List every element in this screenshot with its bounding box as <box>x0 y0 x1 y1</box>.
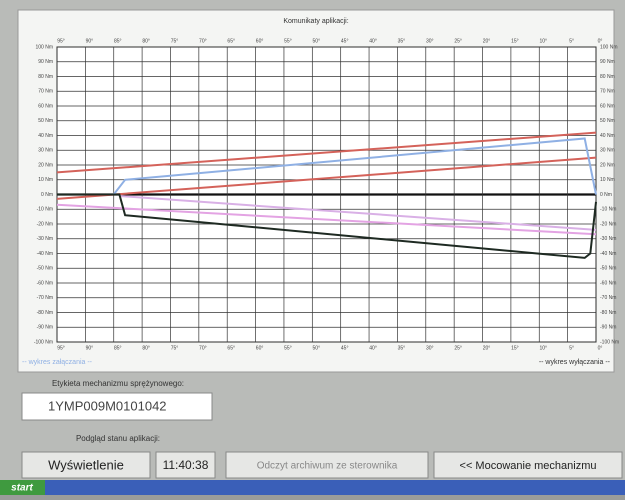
x-tick-label-bottom: 95° <box>57 345 65 351</box>
y-tick-label: -40 Nm <box>37 251 53 257</box>
plot: 100 Nm 100 Nm 90 Nm 90 Nm 80 Nm 80 Nm 70 Nm 70 … <box>22 38 619 366</box>
x-tick-label-bottom: 85° <box>114 345 122 351</box>
y2-tick-label: -90 Nm <box>600 325 616 331</box>
y-tick-label: 60 Nm <box>38 103 53 109</box>
x-tick-label: 80° <box>142 38 150 44</box>
x-tick-label: 60° <box>256 38 264 44</box>
x-tick-label: 5° <box>569 38 574 44</box>
x-tick-label-bottom: 80° <box>142 345 150 351</box>
x-tick-label: 20° <box>483 38 491 44</box>
x-tick-label-bottom: 30° <box>426 345 434 351</box>
y2-tick-label: -20 Nm <box>600 221 616 227</box>
y2-tick-label: 20 Nm <box>600 162 615 168</box>
x-tick-label-bottom: 5° <box>569 345 574 351</box>
y-tick-label: -50 Nm <box>37 266 53 272</box>
x-tick-label-bottom: 55° <box>284 345 292 351</box>
y-tick-label: 30 Nm <box>38 148 53 154</box>
x-tick-label-bottom: 35° <box>398 345 406 351</box>
x-tick-label-bottom: 10° <box>539 345 547 351</box>
y2-tick-label: 60 Nm <box>600 103 615 109</box>
x-tick-label: 55° <box>284 38 292 44</box>
x-tick-label: 10° <box>539 38 547 44</box>
x-tick-label: 65° <box>227 38 235 44</box>
x-tick-label: 0° <box>598 38 603 44</box>
x-tick-label: 95° <box>57 38 65 44</box>
x-tick-label: 25° <box>454 38 462 44</box>
button-label: Wyświetlenie <box>48 457 124 472</box>
buttons: Wyświetlenie 11:40:38 Odczyt archiwum ze s… <box>22 452 622 478</box>
right-chart-label: -- wykres wyłączania -- <box>539 359 611 366</box>
y-tick-label: -30 Nm <box>37 236 53 242</box>
screen: Komunikaty aplikacji: 100 Nm 100 Nm 90 Nm 9… <box>0 0 625 495</box>
y-tick-label: 70 Nm <box>38 89 53 95</box>
button-label: << Mocowanie mechanizmu <box>460 460 597 472</box>
y-tick-label: -20 Nm <box>37 221 53 227</box>
label-value: 1YMP009M0101042 <box>48 398 167 413</box>
taskbar <box>0 480 625 495</box>
y-tick-label: 20 Nm <box>38 162 53 168</box>
y2-tick-label: 90 Nm <box>600 59 615 65</box>
y2-tick-label: 40 Nm <box>600 133 615 139</box>
y-tick-label: -90 Nm <box>37 325 53 331</box>
x-tick-label-bottom: 45° <box>341 345 349 351</box>
x-tick-label: 85° <box>114 38 122 44</box>
x-tick-label-bottom: 50° <box>313 345 321 351</box>
x-tick-label-bottom: 70° <box>199 345 207 351</box>
y2-tick-label: -80 Nm <box>600 310 616 316</box>
x-tick-label: 75° <box>171 38 179 44</box>
x-tick-label-bottom: 0° <box>598 345 603 351</box>
x-tick-label-bottom: 65° <box>227 345 235 351</box>
y-tick-label: -100 Nm <box>34 339 53 345</box>
y2-tick-label: -40 Nm <box>600 251 616 257</box>
status-label: Podgląd stanu aplikacji: <box>76 434 160 443</box>
y2-tick-label: -60 Nm <box>600 280 616 286</box>
y-tick-label: 90 Nm <box>38 59 53 65</box>
panel-title: Komunikaty aplikacji: <box>283 18 348 25</box>
x-tick-label-bottom: 60° <box>256 345 264 351</box>
y-tick-label: -70 Nm <box>37 295 53 301</box>
button-label: 11:40:38 <box>163 458 209 472</box>
form-label: Etykieta mechanizmu sprężynowego: <box>52 379 184 388</box>
y2-tick-label: 10 Nm <box>600 177 615 183</box>
button-label: Odczyt archiwum ze sterownika <box>257 461 398 472</box>
y-tick-label: -60 Nm <box>37 280 53 286</box>
y-tick-label: 0 Nm <box>41 192 53 198</box>
x-tick-label: 40° <box>369 38 377 44</box>
y-tick-label: 50 Nm <box>38 118 53 124</box>
x-tick-label: 45° <box>341 38 349 44</box>
x-tick-label-bottom: 20° <box>483 345 491 351</box>
x-tick-label: 50° <box>313 38 321 44</box>
y-tick-label: 40 Nm <box>38 133 53 139</box>
left-chart-label: -- wykres załączania -- <box>22 359 93 366</box>
y-tick-label: 100 Nm <box>35 44 53 50</box>
y2-tick-label: 50 Nm <box>600 118 615 124</box>
y2-tick-label: 0 Nm <box>600 192 612 198</box>
x-tick-label-bottom: 25° <box>454 345 462 351</box>
y2-tick-label: 70 Nm <box>600 89 615 95</box>
x-tick-label-bottom: 90° <box>86 345 94 351</box>
x-tick-label-bottom: 75° <box>171 345 179 351</box>
x-tick-label: 30° <box>426 38 434 44</box>
x-tick-label: 70° <box>199 38 207 44</box>
x-tick-label: 90° <box>86 38 94 44</box>
y-tick-label: -80 Nm <box>37 310 53 316</box>
x-tick-label: 15° <box>511 38 519 44</box>
y-tick-label: 80 Nm <box>38 74 53 80</box>
y2-tick-label: -100 Nm <box>600 339 619 345</box>
y2-tick-label: 30 Nm <box>600 148 615 154</box>
y2-tick-label: 100 Nm <box>600 44 618 50</box>
y-tick-label: 10 Nm <box>38 177 53 183</box>
y-tick-label: -10 Nm <box>37 207 53 213</box>
y2-tick-label: -30 Nm <box>600 236 616 242</box>
y2-tick-label: 80 Nm <box>600 74 615 80</box>
x-tick-label-bottom: 40° <box>369 345 377 351</box>
page: Komunikaty aplikacji: 100 Nm 100 Nm 90 Nm 9… <box>0 0 625 495</box>
x-tick-label-bottom: 15° <box>511 345 519 351</box>
x-tick-label: 35° <box>398 38 406 44</box>
y2-tick-label: -50 Nm <box>600 266 616 272</box>
y2-tick-label: -10 Nm <box>600 207 616 213</box>
start-text: start <box>11 483 33 494</box>
y2-tick-label: -70 Nm <box>600 295 616 301</box>
